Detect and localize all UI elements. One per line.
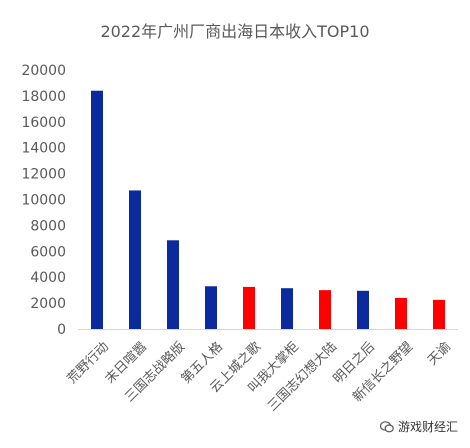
x-axis-labels: 荒野行动末日喧嚣三国志战略版第五人格云上城之歌叫我大掌柜三国志幻想大陆明日之后新…: [65, 339, 454, 415]
bar: [91, 90, 103, 329]
bar: [395, 297, 407, 329]
bar: [129, 190, 141, 329]
y-tick-label: 18000: [21, 89, 66, 105]
chart-title: 2022年广州厂商出海日本收入TOP10: [100, 22, 370, 41]
y-tick-label: 12000: [21, 167, 66, 183]
y-tick-label: 16000: [21, 115, 66, 131]
bars: [91, 90, 445, 329]
bar: [433, 299, 445, 329]
y-tick-label: 6000: [30, 244, 66, 260]
watermark-text: 游戏财经汇: [397, 420, 458, 434]
y-tick-label: 2000: [30, 296, 66, 312]
y-tick-label: 14000: [21, 141, 66, 157]
y-axis: 0 2000 4000 6000 8000 10000 12000 14000 16000 180…: [21, 63, 66, 338]
x-tick-label: 天谕: [424, 339, 454, 369]
y-tick-label: 10000: [21, 193, 66, 209]
y-tick-label: 8000: [30, 218, 66, 234]
bar: [319, 290, 331, 329]
y-tick-label: 20000: [21, 63, 66, 79]
bar: [243, 286, 255, 329]
bar: [167, 240, 179, 329]
x-tick-label: 三国志幻想大陆: [264, 339, 340, 415]
wechat-icon: [379, 420, 394, 432]
bar: [281, 288, 293, 329]
y-tick-label: 4000: [30, 270, 66, 286]
bar: [357, 290, 369, 329]
watermark: 游戏财经汇: [379, 418, 458, 435]
y-tick-label: 0: [57, 322, 66, 338]
bar: [205, 286, 217, 329]
